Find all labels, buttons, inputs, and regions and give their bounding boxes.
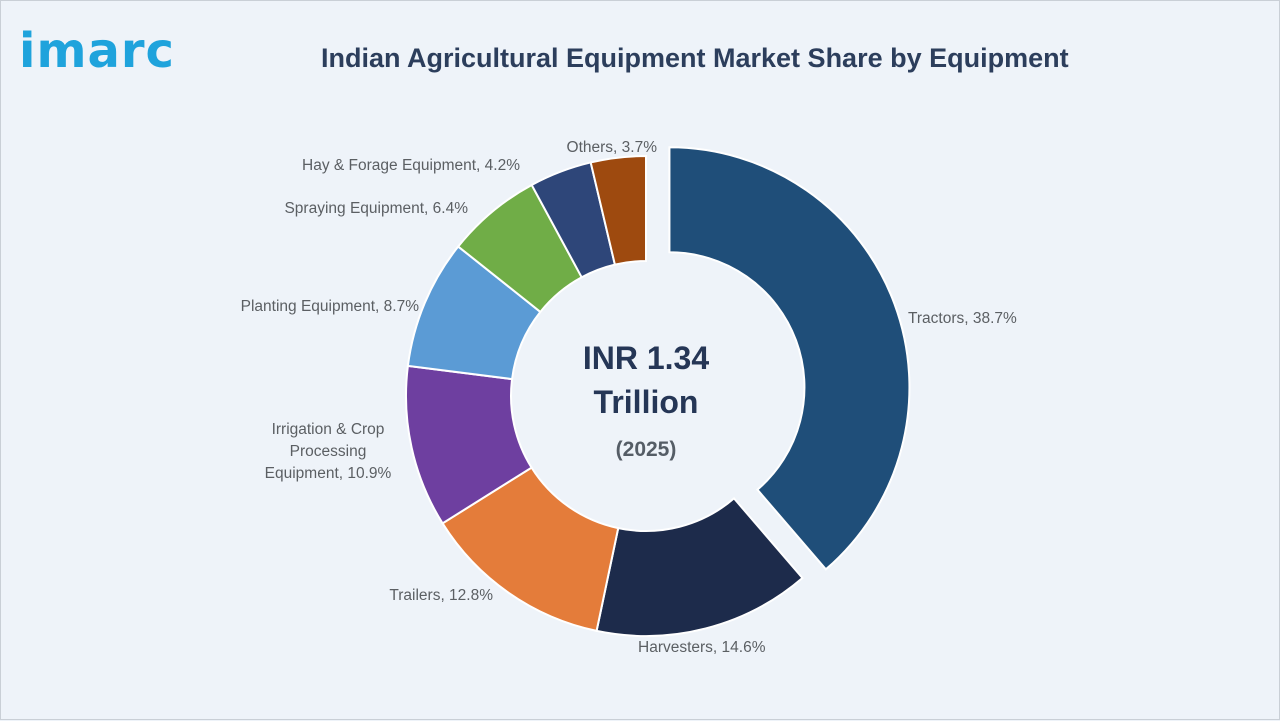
- label-others: Others, 3.7%: [567, 139, 658, 156]
- slice-others: [589, 154, 647, 266]
- chart-title: Indian Agricultural Equipment Market Sha…: [321, 43, 1069, 73]
- label-hay-forage-equipment: Hay & Forage Equipment, 4.2%: [302, 157, 520, 174]
- label-trailers: Trailers, 12.8%: [389, 587, 493, 604]
- label-harvesters: Harvesters, 14.6%: [638, 639, 766, 656]
- center-value-line2: Trillion: [594, 384, 699, 420]
- label-tractors: Tractors, 38.7%: [908, 310, 1017, 327]
- slice-harvesters: [595, 496, 804, 637]
- label-planting-equipment: Planting Equipment, 8.7%: [241, 298, 420, 315]
- slices-group: [405, 146, 911, 637]
- labels-group: Tractors, 38.7% Harvesters, 14.6% Trailers…: [241, 139, 1017, 656]
- center-value-line1: INR 1.34: [583, 340, 709, 376]
- label-spraying-equipment: Spraying Equipment, 6.4%: [284, 200, 468, 217]
- center-year: (2025): [616, 438, 677, 461]
- slice-tractors: [668, 146, 911, 571]
- label-irrigation-crop-processing-equipment: Irrigation & Crop Processing Equipment, 10…: [265, 421, 392, 482]
- logo-text: imarc: [19, 23, 175, 79]
